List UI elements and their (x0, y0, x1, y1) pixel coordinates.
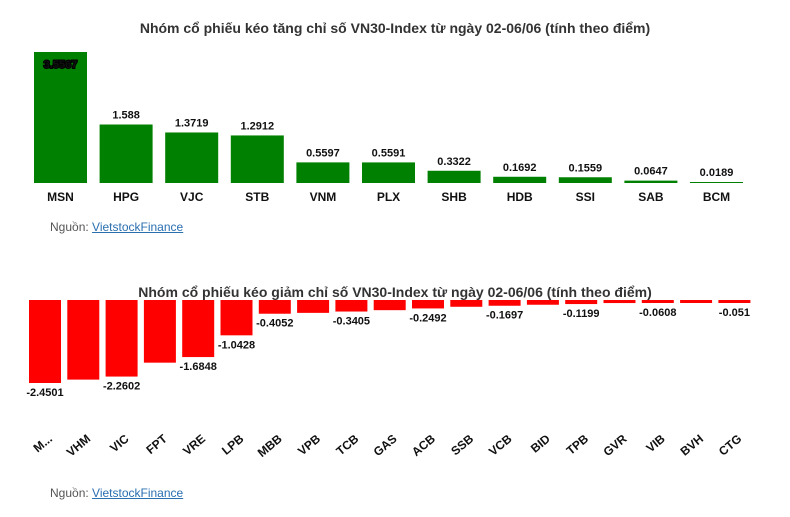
bottom-bar-chart: -2.4501 M... VHM -2.2602 VIC FPT -1.6848 VRE -1.… (26, 300, 751, 460)
down-bar-ssb (450, 300, 483, 307)
down-category-label: VPB (295, 431, 323, 458)
up-bar-vjc (165, 132, 219, 183)
down-bar-gvr (603, 300, 636, 304)
down-bar-gas (373, 300, 406, 311)
down-value-label: -2.4501 (26, 387, 63, 399)
down-bar-ctg (718, 300, 751, 303)
up-value-label: 1.2912 (240, 120, 274, 132)
up-value-label: 0.5591 (372, 147, 406, 159)
down-category-label: VCB (486, 431, 515, 458)
down-bar-lpb (220, 300, 253, 336)
down-value-label: -0.4052 (256, 318, 293, 330)
down-category-label: CTG (716, 432, 744, 459)
up-bar-ssi (558, 177, 612, 183)
top-chart-title: Nhóm cổ phiếu kéo tăng chỉ số VN30-Index… (139, 20, 651, 36)
down-category-label: M... (31, 432, 55, 456)
up-bar-msn (34, 52, 87, 183)
down-bar-vhm (67, 300, 100, 380)
up-category-label: HPG (113, 190, 139, 204)
top-source-label: Nguồn: (50, 220, 93, 234)
down-bar-bvh (680, 300, 713, 303)
down-value-label: -1.0428 (218, 339, 255, 351)
down-bar-mbb (258, 300, 291, 314)
up-bar-stb (230, 135, 284, 183)
down-category-label: BID (528, 431, 553, 455)
up-value-label: 0.1692 (503, 162, 537, 174)
down-bar-vcb (488, 300, 521, 306)
down-bar-m (29, 300, 61, 383)
up-category-label: VNM (310, 190, 337, 204)
down-category-label: GVR (601, 431, 630, 459)
down-bar-tcb (335, 300, 368, 312)
up-bar-shb (427, 170, 481, 183)
up-bar-bcm (690, 182, 743, 183)
bottom-chart-title: Nhóm cổ phiếu kéo giảm chỉ số VN30-Index… (138, 284, 652, 300)
down-category-label: VIC (107, 431, 132, 455)
up-value-label: 0.0189 (700, 167, 734, 179)
down-bar-tpb (565, 300, 598, 305)
down-category-label: SSB (448, 431, 476, 458)
up-category-label: SSI (576, 190, 595, 204)
down-value-label: -0.051 (719, 307, 750, 319)
top-bar-chart: 3.5567 MSN 1.588 HPG 1.3719 VJC 1.2912 STB 0.559… (34, 52, 743, 204)
down-category-label: BVH (678, 432, 706, 459)
up-category-label: STB (245, 190, 269, 204)
bottom-source-link[interactable]: VietstockFinance (92, 486, 184, 500)
up-value-label: 3.5567 (44, 59, 78, 71)
up-bar-hdb (493, 176, 547, 183)
up-bar-vnm (296, 162, 350, 183)
down-value-label: -0.3405 (333, 316, 370, 328)
down-value-label: -2.2602 (103, 381, 140, 393)
up-category-label: SHB (441, 190, 467, 204)
up-value-label: 0.0647 (634, 166, 668, 178)
up-category-label: VJC (180, 190, 204, 204)
down-bar-fpt (143, 300, 176, 363)
down-bar-acb (412, 300, 444, 309)
down-category-label: MBB (255, 431, 285, 460)
up-value-label: 0.1559 (568, 162, 602, 174)
down-category-label: FPT (143, 431, 170, 457)
down-bar-bid (526, 300, 559, 305)
down-bar-vic (105, 300, 138, 377)
down-value-label: -1.6848 (180, 361, 217, 373)
up-value-label: 0.5597 (306, 147, 340, 159)
up-category-label: MSN (47, 190, 74, 204)
bottom-source-label: Nguồn: (50, 486, 93, 500)
down-value-label: -0.1199 (563, 308, 600, 320)
down-value-label: -0.2492 (409, 312, 446, 324)
up-category-label: BCM (703, 190, 730, 204)
up-bar-hpg (99, 124, 153, 183)
up-bar-plx (362, 162, 415, 183)
top-source-link[interactable]: VietstockFinance (92, 220, 184, 234)
bottom-source: Nguồn: VietstockFinance (50, 486, 183, 500)
up-value-label: 1.588 (112, 110, 140, 122)
down-category-label: VHM (64, 432, 93, 460)
down-category-label: LPB (219, 431, 247, 457)
down-bar-vre (182, 300, 215, 358)
down-category-label: VRE (180, 432, 208, 459)
down-category-label: ACB (409, 431, 438, 459)
top-source: Nguồn: VietstockFinance (50, 220, 183, 234)
down-category-label: GAS (371, 432, 400, 459)
up-value-label: 0.3322 (437, 156, 471, 168)
down-value-label: -0.1697 (486, 310, 523, 322)
up-category-label: SAB (638, 190, 664, 204)
down-category-label: TPB (564, 431, 592, 457)
down-category-label: TCB (333, 431, 361, 458)
down-bar-vib (641, 300, 674, 303)
down-bar-vpb (297, 300, 330, 313)
down-category-label: VIB (643, 431, 668, 455)
down-value-label: -0.0608 (639, 307, 676, 319)
up-category-label: PLX (377, 190, 400, 204)
up-bar-sab (624, 180, 678, 183)
up-category-label: HDB (507, 190, 533, 204)
up-value-label: 1.3719 (175, 117, 209, 129)
